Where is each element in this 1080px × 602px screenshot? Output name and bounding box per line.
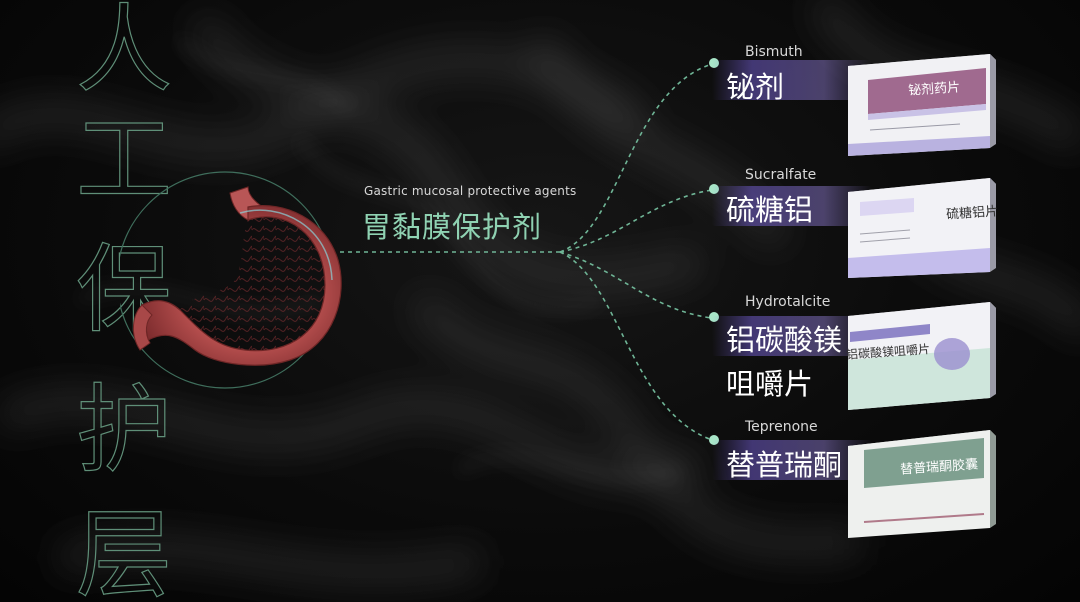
side-title-char: 层: [75, 499, 172, 602]
hub-title: 胃黏膜保护剂: [362, 210, 543, 244]
drug-en-name: Bismuth: [745, 44, 803, 60]
side-title-char: 人: [75, 0, 172, 106]
drug-zh-name: 铋剂: [726, 70, 785, 104]
highlight-band: [712, 440, 872, 480]
hub-subtitle: Gastric mucosal protective agents: [364, 184, 577, 198]
highlight-band: [712, 186, 872, 226]
highlight-band: [712, 60, 872, 100]
side-title-char: 工: [75, 104, 172, 216]
highlight-band: [712, 316, 872, 356]
box-label: 铋剂药片: [907, 80, 961, 99]
drug-en-name: Hydrotalcite: [745, 294, 831, 310]
drug-en-name: Sucralfate: [745, 167, 817, 183]
drug-zh-name: 硫糖铝: [726, 193, 814, 227]
drug-en-name: Teprenone: [745, 419, 818, 435]
medicine-box-icon: [848, 178, 996, 278]
drug-zh-name: 替普瑞酮: [726, 448, 843, 482]
box-label: 硫糖铝片: [945, 204, 999, 223]
medicine-box-icon: [848, 54, 996, 156]
medicine-box-icon: [848, 430, 996, 538]
side-title-char: 护: [75, 374, 172, 486]
stomach-illustration-icon: [120, 171, 342, 389]
drug-zh-name: 铝碳酸镁咀嚼片: [726, 323, 843, 401]
medicine-box-icon: [848, 302, 996, 410]
